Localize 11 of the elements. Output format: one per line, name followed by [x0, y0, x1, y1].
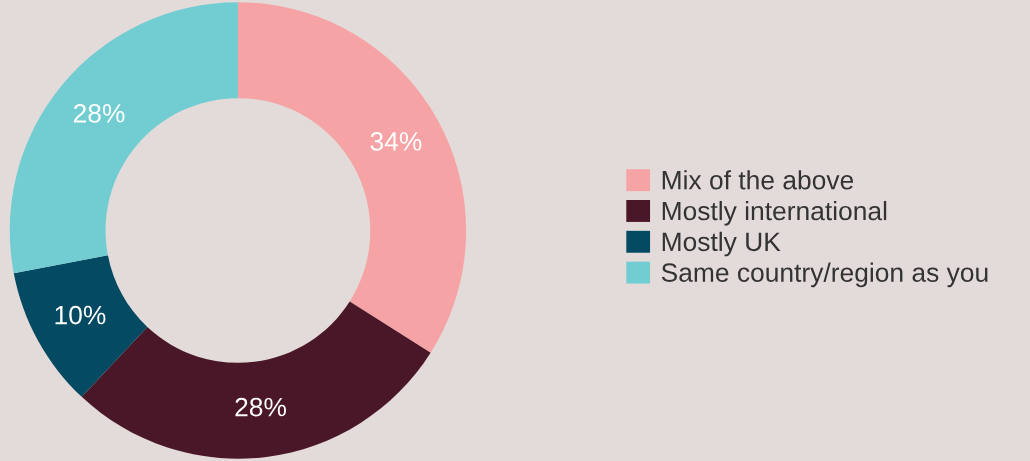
data-label: 34% — [370, 132, 422, 151]
legend-label: Same country/region as you — [661, 262, 988, 288]
donut-slice — [237, 2, 467, 353]
data-label: 10% — [55, 305, 106, 325]
data-label: 28% — [73, 103, 125, 123]
legend-label: Mostly UK — [662, 231, 781, 257]
donut-slice — [9, 2, 238, 274]
legend-label: Mostly international — [662, 200, 887, 226]
donut-slice — [13, 255, 148, 397]
legend-label: Mix of the above — [662, 170, 854, 190]
data-label: 28% — [235, 397, 286, 417]
